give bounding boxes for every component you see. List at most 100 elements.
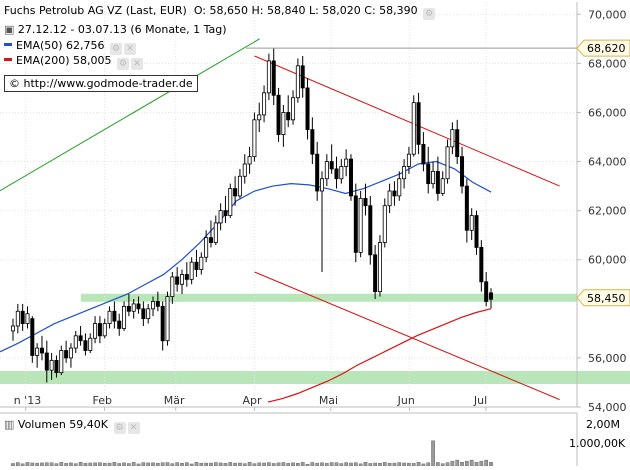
- support-marker-label: 58,450: [587, 292, 626, 305]
- volume-settings-icon[interactable]: ⚙: [113, 422, 126, 434]
- candle-body: [73, 335, 78, 349]
- volume-bar: [98, 462, 102, 467]
- candle-body: [233, 188, 238, 197]
- copyright-icon: ©: [9, 77, 20, 90]
- candle-body: [406, 153, 411, 167]
- candle-body: [141, 308, 146, 320]
- volume-bar: [78, 462, 83, 467]
- candle-body: [151, 301, 156, 310]
- volume-label: Volumen 59,40K: [17, 418, 108, 431]
- candle-body: [102, 323, 107, 337]
- ohlc-readout: O: 58,650 H: 58,840 L: 58,020 C: 58,390: [193, 4, 418, 17]
- support-zone-lower: [0, 371, 630, 384]
- candle-body: [435, 170, 440, 194]
- ema200-close-icon[interactable]: ✕: [131, 58, 144, 70]
- candle-body: [237, 175, 242, 197]
- calendar-icon: ▣: [4, 23, 15, 36]
- volume-bar: [469, 459, 474, 467]
- volume-bar: [194, 462, 199, 467]
- volume-bar: [474, 461, 479, 467]
- candle-body: [402, 166, 407, 180]
- candle-body: [315, 153, 320, 192]
- candle-body: [271, 60, 276, 96]
- y-tick-label: 62,000: [588, 205, 627, 218]
- volume-bar: [247, 461, 252, 467]
- candle-body: [189, 261, 194, 280]
- candle-body: [276, 94, 281, 135]
- candle-body: [64, 350, 69, 359]
- candle-body: [112, 310, 117, 322]
- candle-body: [39, 347, 44, 354]
- candle-body: [170, 276, 175, 297]
- candle-body: [464, 185, 469, 231]
- candle-body: [242, 163, 247, 177]
- candle-body: [339, 166, 344, 180]
- x-tick-label: Apr: [243, 394, 263, 407]
- chart-title-row: Fuchs Petrolub AG VZ (Last, EUR) O: 58,6…: [4, 4, 436, 20]
- candle-body: [199, 256, 204, 270]
- source-url: http://www.godmode-trader.de: [23, 77, 193, 90]
- ema200-settings-icon[interactable]: ⚙: [117, 58, 130, 70]
- support-zone: [81, 293, 577, 302]
- candle-body: [252, 119, 257, 158]
- x-tick-label: n '13: [14, 394, 42, 407]
- candle-body: [257, 114, 262, 121]
- y-tick-label: 60,000: [588, 254, 627, 267]
- candle-body: [262, 92, 267, 116]
- candle-body: [392, 190, 397, 197]
- candle-body: [136, 303, 141, 310]
- volume-tick-mid: 1.000,00K: [569, 437, 626, 450]
- volume-bar: [455, 459, 460, 467]
- ema50-close-icon[interactable]: ✕: [124, 43, 137, 55]
- candle-body: [353, 195, 358, 253]
- volume-bar: [450, 460, 455, 467]
- ema200-line: [267, 308, 492, 403]
- x-tick-label: Feb: [93, 394, 112, 407]
- range-row: ▣ 27.12.12 - 03.07.13 (6 Monate, 1 Tag): [4, 23, 227, 36]
- volume-bar: [445, 462, 450, 467]
- y-tick-label: 64,000: [588, 156, 627, 169]
- settings-icon[interactable]: ⚙: [423, 8, 436, 20]
- x-tick-label: Jul: [473, 394, 487, 407]
- volume-close-icon[interactable]: ✕: [127, 422, 140, 434]
- candle-body: [54, 359, 59, 374]
- volume-bar: [465, 460, 469, 467]
- source-link[interactable]: © http://www.godmode-trader.de: [4, 75, 198, 92]
- candle-body: [247, 156, 252, 165]
- volume-bar: [344, 462, 349, 467]
- candle-body: [213, 222, 218, 243]
- candle-body: [204, 237, 209, 258]
- support-marker-box: [576, 289, 630, 307]
- resistance-marker-box: [576, 39, 630, 57]
- candle-body: [291, 97, 296, 121]
- volume-bar: [300, 462, 305, 467]
- candle-body: [348, 158, 353, 197]
- ema50-label: EMA(50) 62,756: [16, 39, 105, 52]
- candle-body: [488, 292, 493, 300]
- candle-body: [155, 301, 160, 307]
- y-tick-label: 54,000: [588, 401, 627, 414]
- candle-body: [421, 143, 426, 165]
- candle-body: [146, 308, 151, 320]
- candle-body: [49, 359, 54, 371]
- candle-body: [122, 305, 127, 329]
- volume-bar: [489, 461, 493, 467]
- y-tick-label: 66,000: [588, 106, 627, 119]
- x-tick-label: Jun: [397, 394, 415, 407]
- candle-body: [358, 197, 363, 253]
- candle-body: [431, 170, 436, 185]
- volume-bar: [397, 462, 402, 467]
- volume-bar: [267, 462, 271, 467]
- volume-bar: [281, 462, 286, 467]
- legend-ema50: EMA(50) 62,756 ⚙ ✕: [4, 39, 137, 55]
- candle-body: [329, 161, 334, 170]
- candle-body: [25, 313, 30, 324]
- candle-body: [59, 350, 64, 374]
- trendline-uptrend: [0, 38, 260, 192]
- ema50-settings-icon[interactable]: ⚙: [110, 43, 123, 55]
- candle-body: [93, 323, 98, 339]
- volume-bar: [184, 462, 189, 467]
- candle-body: [184, 274, 189, 280]
- candle-body: [310, 129, 315, 155]
